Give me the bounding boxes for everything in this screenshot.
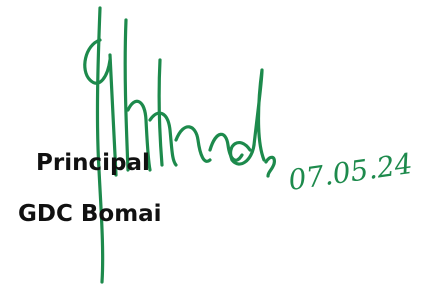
designation: Principal bbox=[36, 150, 150, 176]
institution: GDC Bomai bbox=[18, 201, 162, 227]
signature-date: 07.05.24 bbox=[286, 147, 414, 197]
handwritten-signature bbox=[85, 8, 275, 282]
signature-page: Principal GDC Bomai 07.05.24 bbox=[0, 0, 432, 286]
